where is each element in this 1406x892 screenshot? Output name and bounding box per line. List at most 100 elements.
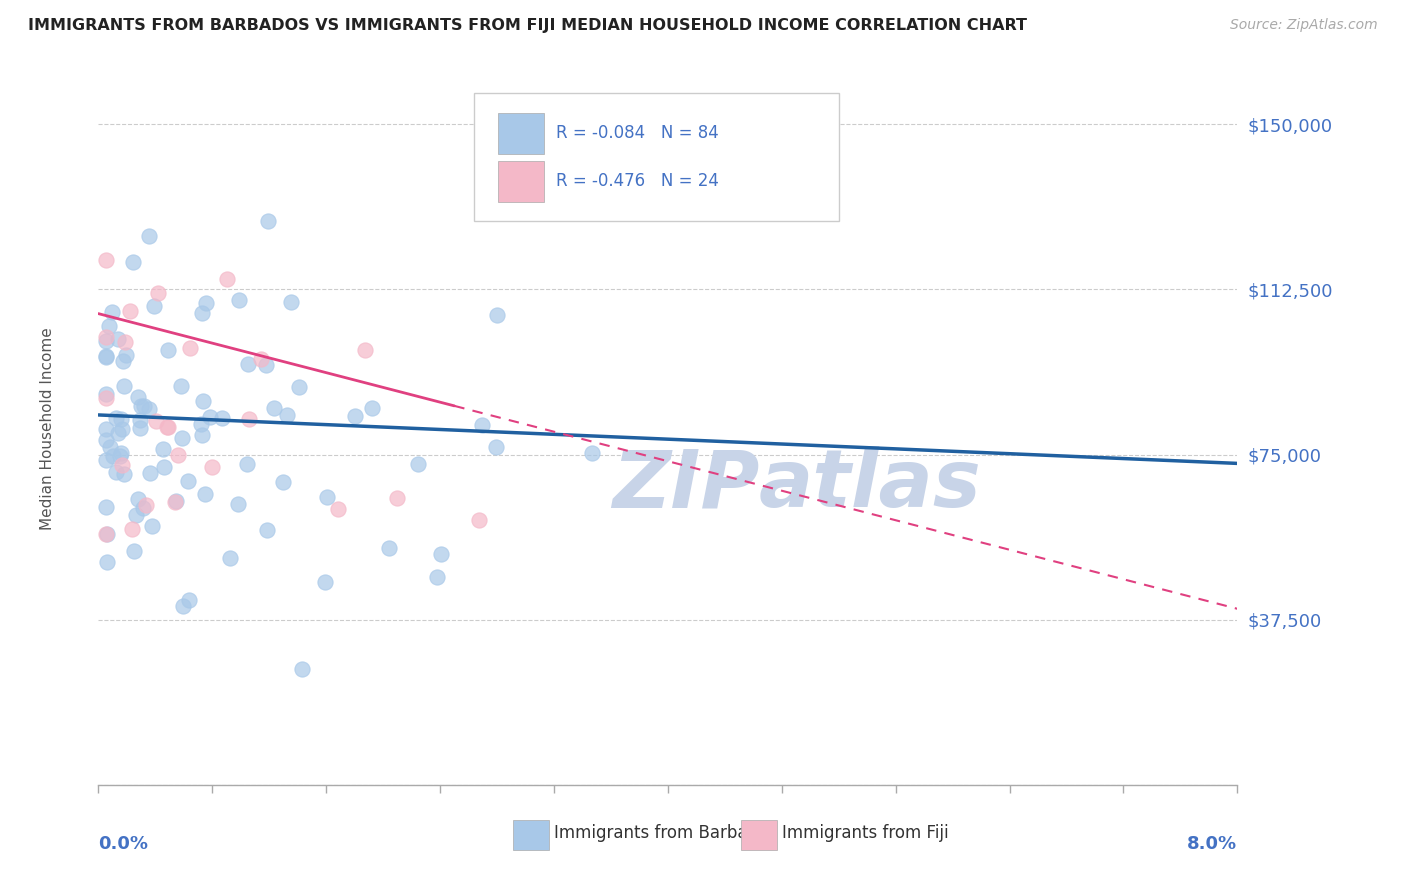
Point (166, 448, 188, 462)
Point (94, 334, 117, 348)
Point (430, 547, 453, 561)
Point (276, 408, 298, 422)
Point (238, 357, 260, 371)
Point (194, 487, 217, 501)
Point (108, 449, 131, 463)
Point (127, 491, 149, 506)
Point (254, 359, 277, 373)
Text: Immigrants from Fiji: Immigrants from Fiji (782, 824, 949, 842)
Point (112, 354, 135, 368)
Point (101, 304, 124, 318)
Point (128, 413, 150, 427)
Point (103, 450, 125, 464)
Point (226, 497, 249, 511)
Point (360, 401, 382, 416)
Point (94, 433, 117, 447)
Point (141, 519, 163, 533)
Point (153, 459, 176, 474)
Point (121, 522, 143, 536)
Point (263, 401, 285, 416)
Point (94, 527, 117, 541)
Point (179, 341, 201, 355)
Point (118, 303, 141, 318)
Point (110, 446, 132, 460)
Point (215, 272, 238, 286)
FancyBboxPatch shape (498, 161, 544, 202)
Point (387, 491, 409, 505)
Text: IMMIGRANTS FROM BARBADOS VS IMMIGRANTS FROM FIJI MEDIAN HOUSEHOLD INCOME CORRELA: IMMIGRANTS FROM BARBADOS VS IMMIGRANTS F… (28, 18, 1028, 33)
Point (96, 527, 118, 541)
Point (190, 417, 212, 431)
Point (94, 500, 117, 514)
Point (165, 495, 187, 509)
Point (121, 255, 143, 269)
Point (326, 502, 349, 516)
Point (145, 414, 167, 428)
Point (114, 348, 136, 362)
Point (129, 399, 152, 413)
Point (107, 425, 129, 440)
Point (236, 457, 259, 471)
Point (156, 419, 179, 434)
Point (132, 501, 155, 516)
Point (110, 412, 132, 426)
Point (486, 308, 509, 322)
Point (316, 491, 339, 505)
Point (471, 418, 494, 433)
Point (94, 330, 117, 344)
Point (191, 428, 214, 442)
Point (127, 390, 149, 404)
Point (104, 410, 127, 425)
Point (191, 393, 214, 408)
Point (467, 513, 489, 527)
Point (128, 421, 150, 435)
Point (156, 420, 179, 434)
FancyBboxPatch shape (474, 93, 839, 221)
Point (96, 252, 118, 267)
Point (139, 466, 162, 480)
Point (314, 574, 336, 589)
Point (211, 411, 233, 425)
Point (107, 332, 129, 346)
Point (156, 343, 179, 357)
Point (256, 523, 278, 537)
Point (94, 391, 117, 405)
Text: ZIP: ZIP (612, 446, 759, 524)
Point (148, 285, 170, 300)
Point (201, 459, 224, 474)
Point (104, 465, 127, 479)
Text: atlas: atlas (759, 446, 981, 524)
Point (191, 306, 214, 320)
Point (94, 350, 117, 364)
Point (138, 401, 160, 416)
Point (98, 318, 121, 333)
FancyBboxPatch shape (741, 820, 778, 850)
FancyBboxPatch shape (498, 113, 544, 154)
Point (172, 599, 194, 613)
Point (257, 213, 280, 227)
Point (169, 379, 191, 393)
Text: Median Household Income: Median Household Income (39, 326, 55, 530)
Point (218, 551, 240, 566)
Point (94, 422, 117, 436)
Point (288, 380, 311, 394)
Point (134, 399, 156, 413)
Point (198, 409, 221, 424)
Point (112, 467, 135, 481)
Point (426, 570, 449, 584)
Point (176, 474, 198, 488)
Point (111, 458, 134, 472)
Text: 8.0%: 8.0% (1187, 835, 1237, 853)
Point (228, 293, 250, 307)
Point (112, 378, 135, 392)
Text: R = -0.476   N = 24: R = -0.476 N = 24 (557, 172, 718, 190)
FancyBboxPatch shape (513, 820, 550, 850)
Point (271, 475, 294, 489)
Text: Immigrants from Barbados: Immigrants from Barbados (554, 824, 778, 842)
Point (125, 508, 148, 522)
Point (165, 494, 187, 508)
Point (94, 453, 117, 467)
Point (111, 422, 134, 436)
Point (291, 662, 314, 676)
Point (96, 555, 118, 569)
